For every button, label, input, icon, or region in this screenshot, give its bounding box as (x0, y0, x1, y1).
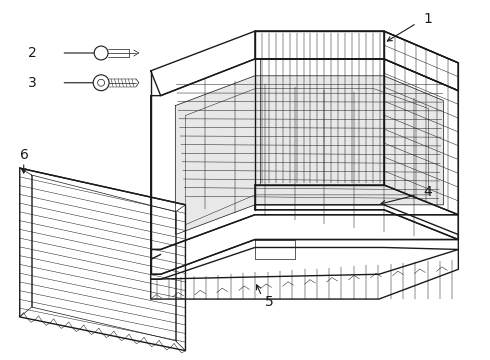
Text: 1: 1 (424, 12, 433, 26)
Polygon shape (151, 239, 458, 279)
Polygon shape (151, 215, 458, 274)
Polygon shape (32, 175, 175, 341)
Circle shape (93, 75, 109, 91)
Polygon shape (255, 239, 294, 260)
Polygon shape (20, 168, 185, 351)
Text: 6: 6 (20, 148, 28, 162)
Text: 5: 5 (265, 295, 273, 309)
Polygon shape (255, 31, 384, 185)
Polygon shape (151, 31, 458, 96)
Circle shape (94, 46, 108, 60)
Text: 2: 2 (28, 46, 37, 60)
Text: 3: 3 (28, 76, 37, 90)
Polygon shape (255, 205, 458, 239)
Polygon shape (151, 249, 458, 299)
Polygon shape (384, 31, 458, 215)
Text: 4: 4 (424, 185, 432, 199)
Polygon shape (255, 185, 458, 239)
Polygon shape (175, 76, 443, 235)
Polygon shape (255, 31, 458, 91)
Polygon shape (151, 59, 458, 249)
